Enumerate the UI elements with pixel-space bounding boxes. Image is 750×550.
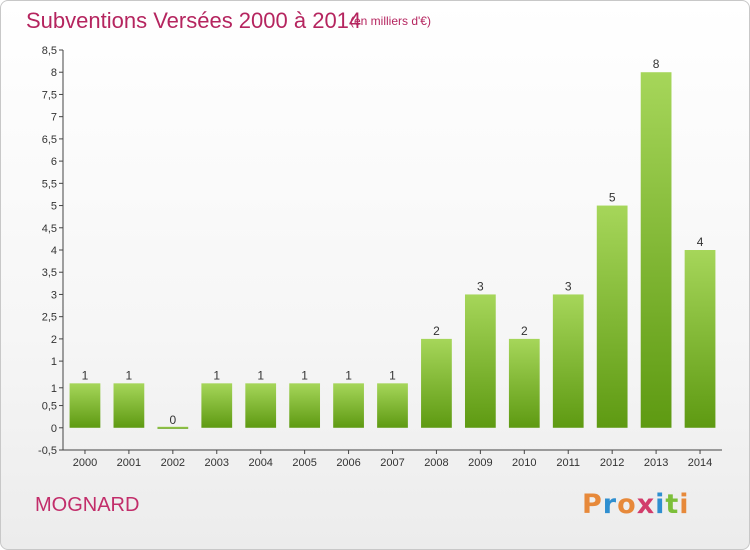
logo-letter: i (655, 489, 666, 520)
bar (201, 383, 233, 428)
y-tick-label: 6 (51, 156, 57, 168)
data-label: 8 (653, 57, 660, 71)
data-label: 1 (257, 368, 264, 382)
bar (69, 383, 101, 428)
bar (508, 338, 540, 428)
bar (245, 383, 277, 428)
y-tick-label: 7,5 (42, 89, 57, 101)
y-tick-label: 4,5 (42, 223, 57, 235)
logo-letter: o (617, 489, 637, 520)
proxiti-logo: Proxiti (582, 489, 690, 520)
bar (289, 383, 321, 428)
y-tick-label: 7 (51, 112, 57, 124)
y-tick-label: 0,5 (42, 401, 57, 413)
x-tick-label: 2007 (380, 457, 404, 469)
data-label: 1 (389, 368, 396, 382)
data-label: 2 (521, 324, 528, 338)
data-label: 0 (169, 413, 176, 427)
x-tick-label: 2012 (600, 457, 624, 469)
logo-letter: i (679, 489, 690, 520)
x-tick-label: 2008 (424, 457, 448, 469)
data-label: 1 (213, 368, 220, 382)
x-tick-label: 2010 (512, 457, 536, 469)
y-tick-label: 1 (51, 383, 57, 395)
bar (113, 383, 145, 428)
data-label: 3 (477, 279, 484, 293)
bar (552, 294, 584, 428)
data-label: 1 (345, 368, 352, 382)
x-tick-label: 2001 (117, 457, 141, 469)
y-tick-label: 4 (51, 245, 57, 257)
bar (464, 294, 496, 428)
y-tick-label: 8,5 (42, 45, 57, 57)
x-tick-label: 2013 (644, 457, 668, 469)
x-tick-label: 2005 (292, 457, 316, 469)
logo-letter: P (582, 489, 603, 520)
y-tick-label: 3,5 (42, 267, 57, 279)
bar (640, 72, 672, 428)
x-tick-label: 2006 (336, 457, 360, 469)
y-tick-label: 5,5 (42, 178, 57, 190)
y-tick-label: 6,5 (42, 134, 57, 146)
logo-letter: x (636, 489, 656, 520)
bar (377, 383, 408, 428)
bar (157, 426, 189, 429)
y-tick-label: 0 (51, 423, 57, 435)
chart-title: Subventions Versées 2000 à 2014 (26, 8, 362, 33)
x-tick-label: 2009 (468, 457, 492, 469)
bar (421, 338, 452, 428)
x-tick-label: 2003 (205, 457, 229, 469)
data-label: 1 (82, 368, 89, 382)
logo-letter: t (665, 489, 680, 520)
y-tick-label: 2 (51, 334, 57, 346)
bar (333, 383, 364, 428)
x-tick-label: 2014 (688, 457, 712, 469)
y-tick-label: 1 (51, 356, 57, 368)
data-label: 2 (433, 324, 440, 338)
data-label: 5 (609, 191, 616, 205)
y-tick-label: -0,5 (38, 445, 57, 457)
data-label: 3 (565, 279, 572, 293)
x-tick-label: 2000 (73, 457, 97, 469)
data-label: 1 (126, 368, 133, 382)
x-tick-label: 2011 (556, 457, 580, 469)
x-tick-label: 2002 (161, 457, 185, 469)
bar (684, 250, 716, 428)
data-label: 1 (301, 368, 308, 382)
y-tick-label: 5 (51, 201, 57, 213)
x-tick-label: 2004 (248, 457, 272, 469)
bar (596, 205, 628, 428)
y-tick-label: 2,5 (42, 312, 57, 324)
logo-letter: r (602, 489, 618, 520)
data-label: 4 (697, 235, 704, 249)
commune-name: MOGNARD (35, 494, 140, 516)
y-tick-label: 8 (51, 67, 57, 79)
y-tick-label: 3 (51, 289, 57, 301)
chart-subtitle: (en milliers d'€) (350, 14, 431, 28)
